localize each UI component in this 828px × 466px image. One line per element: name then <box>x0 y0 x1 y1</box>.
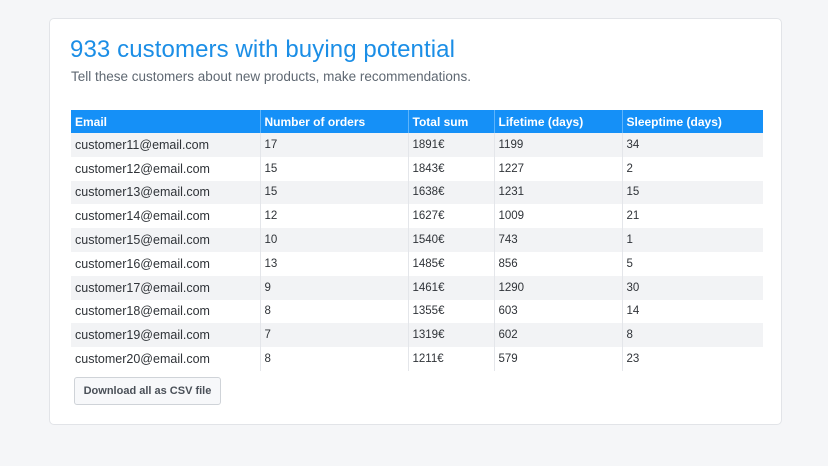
cell-email: customer12@email.com <box>71 156 261 181</box>
cell-email: customer11@email.com <box>71 133 261 157</box>
cell-sleeptime: 15 <box>622 180 763 205</box>
table-row: customer14@email.com 12 1627€ 1009 21 <box>71 204 763 229</box>
cell-sleeptime: 30 <box>622 275 763 300</box>
cell-total-sum: 1211€ <box>408 347 495 371</box>
cell-lifetime: 856 <box>494 251 623 276</box>
cell-orders: 7 <box>260 323 409 348</box>
cell-orders: 8 <box>260 347 409 371</box>
cell-sleeptime: 14 <box>622 299 763 324</box>
cell-lifetime: 1231 <box>494 180 623 205</box>
table-row: customer12@email.com 15 1843€ 1227 2 <box>71 156 763 181</box>
cell-total-sum: 1355€ <box>408 299 495 324</box>
table-header-row: Email Number of orders Total sum Lifetim… <box>71 110 763 133</box>
customers-table: Email Number of orders Total sum Lifetim… <box>71 110 763 371</box>
cell-email: customer20@email.com <box>71 347 261 371</box>
cell-email: customer18@email.com <box>71 299 261 324</box>
table-row: customer20@email.com 8 1211€ 579 23 <box>71 347 763 371</box>
table-row: customer18@email.com 8 1355€ 603 14 <box>71 299 763 324</box>
cell-lifetime: 1290 <box>494 275 623 300</box>
table-row: customer17@email.com 9 1461€ 1290 30 <box>71 275 763 300</box>
column-header-lifetime[interactable]: Lifetime (days) <box>494 110 623 133</box>
cell-orders: 8 <box>260 299 409 324</box>
cell-total-sum: 1540€ <box>408 228 495 252</box>
cell-lifetime: 603 <box>494 299 623 324</box>
cell-email: customer17@email.com <box>71 275 261 300</box>
cell-lifetime: 602 <box>494 323 623 348</box>
cell-sleeptime: 21 <box>622 204 763 229</box>
cell-email: customer15@email.com <box>71 228 261 252</box>
cell-sleeptime: 2 <box>622 156 763 181</box>
cell-orders: 15 <box>260 156 409 181</box>
cell-email: customer13@email.com <box>71 180 261 205</box>
cell-orders: 10 <box>260 228 409 252</box>
column-header-total-sum[interactable]: Total sum <box>408 110 495 133</box>
table-row: customer11@email.com 17 1891€ 1199 34 <box>71 133 763 157</box>
cell-total-sum: 1891€ <box>408 133 495 157</box>
column-header-orders[interactable]: Number of orders <box>260 110 409 133</box>
cell-orders: 9 <box>260 275 409 300</box>
table-row: customer15@email.com 10 1540€ 743 1 <box>71 228 763 252</box>
cell-total-sum: 1843€ <box>408 156 495 181</box>
cell-sleeptime: 34 <box>622 133 763 157</box>
cell-lifetime: 579 <box>494 347 623 371</box>
cell-lifetime: 1009 <box>494 204 623 229</box>
cell-total-sum: 1485€ <box>408 251 495 276</box>
cell-total-sum: 1461€ <box>408 275 495 300</box>
cell-lifetime: 1227 <box>494 156 623 181</box>
cell-lifetime: 1199 <box>494 133 623 157</box>
page-subtitle: Tell these customers about new products,… <box>71 69 471 84</box>
cell-email: customer14@email.com <box>71 204 261 229</box>
column-header-sleeptime[interactable]: Sleeptime (days) <box>622 110 763 133</box>
table-row: customer16@email.com 13 1485€ 856 5 <box>71 251 763 276</box>
cell-sleeptime: 1 <box>622 228 763 252</box>
table-row: customer19@email.com 7 1319€ 602 8 <box>71 323 763 348</box>
cell-total-sum: 1638€ <box>408 180 495 205</box>
cell-orders: 15 <box>260 180 409 205</box>
cell-orders: 12 <box>260 204 409 229</box>
cell-email: customer19@email.com <box>71 323 261 348</box>
cell-orders: 17 <box>260 133 409 157</box>
cell-email: customer16@email.com <box>71 251 261 276</box>
column-header-email[interactable]: Email <box>71 110 261 133</box>
cell-lifetime: 743 <box>494 228 623 252</box>
download-csv-button[interactable]: Download all as CSV file <box>74 377 221 405</box>
cell-total-sum: 1319€ <box>408 323 495 348</box>
table-row: customer13@email.com 15 1638€ 1231 15 <box>71 180 763 205</box>
cell-sleeptime: 5 <box>622 251 763 276</box>
cell-sleeptime: 23 <box>622 347 763 371</box>
cell-orders: 13 <box>260 251 409 276</box>
customers-card: 933 customers with buying potential Tell… <box>49 18 782 425</box>
cell-total-sum: 1627€ <box>408 204 495 229</box>
page-title: 933 customers with buying potential <box>70 36 456 63</box>
cell-sleeptime: 8 <box>622 323 763 348</box>
